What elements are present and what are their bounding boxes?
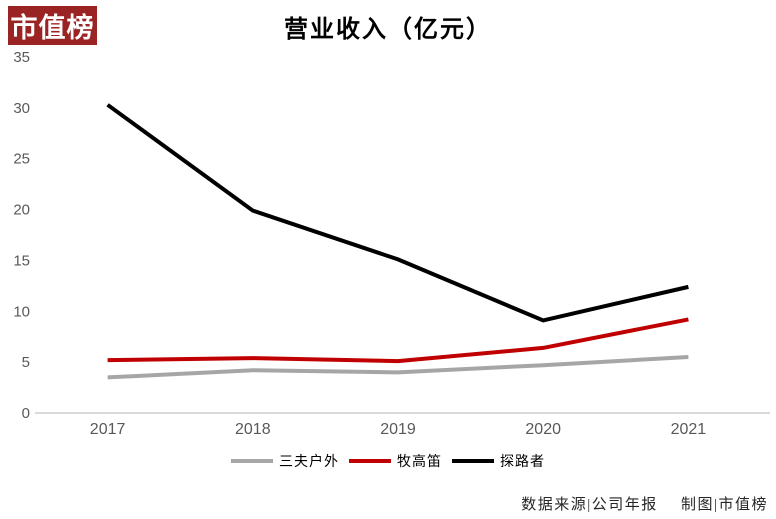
brand-logo: 市值榜 <box>8 6 97 45</box>
data-source-text: 数据来源|公司年报 <box>521 497 658 513</box>
chart-title: 营业收入（亿元） <box>284 17 492 43</box>
y-tick-label: 35 <box>13 49 30 66</box>
y-tick-label: 25 <box>13 151 30 168</box>
legend-swatch-mugaodi <box>349 459 391 463</box>
credit-text: 制图|市值榜 <box>680 497 768 513</box>
legend-item-sanfu: 三夫户外 <box>231 451 339 471</box>
y-tick-label: 20 <box>13 202 30 219</box>
y-tick-label: 10 <box>13 303 30 320</box>
y-tick-label: 15 <box>13 252 30 269</box>
series-line-三夫户外 <box>107 355 689 380</box>
legend-label-sanfu: 三夫户外 <box>279 455 339 470</box>
brand-logo-text: 市值榜 <box>10 13 95 43</box>
line-plot: 0 5 10 15 20 25 30 35 2017 2018 2019 2020 2021 <box>13 49 770 438</box>
legend-swatch-tanluzhe <box>452 459 494 463</box>
x-tick-label: 2018 <box>235 421 271 438</box>
legend-label-tanluzhe: 探路者 <box>500 455 545 470</box>
series-line-牧高笛 <box>107 317 689 364</box>
y-tick-label: 5 <box>22 354 30 371</box>
legend-label-mugaodi: 牧高笛 <box>397 455 442 470</box>
legend-item-tanluzhe: 探路者 <box>452 451 545 471</box>
x-tick-label: 2021 <box>671 421 707 438</box>
source-note: 数据来源|公司年报 制图|市值榜 <box>521 493 768 514</box>
x-tick-label: 2019 <box>380 421 416 438</box>
x-tick-label: 2017 <box>90 421 126 438</box>
x-tick-label: 2020 <box>525 421 561 438</box>
y-tick-label: 30 <box>13 100 30 117</box>
series-line-探路者 <box>106 103 689 323</box>
legend: 三夫户外 牧高笛 探路者 <box>0 451 776 471</box>
legend-swatch-sanfu <box>231 459 273 463</box>
y-tick-label: 0 <box>22 405 30 422</box>
legend-item-mugaodi: 牧高笛 <box>349 451 442 471</box>
